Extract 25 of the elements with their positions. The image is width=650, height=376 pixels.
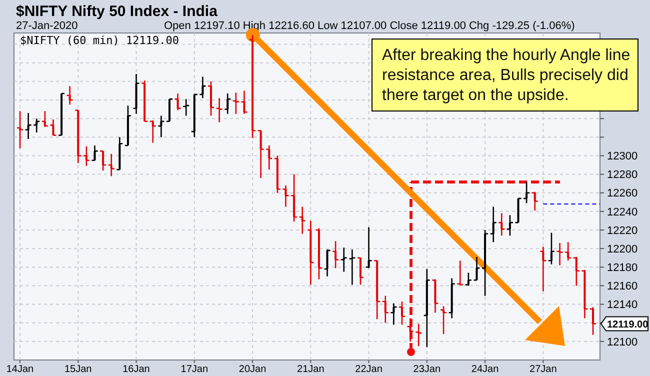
y-tick-label: 12100 — [607, 336, 638, 348]
y-tick-label: 12240 — [607, 206, 638, 218]
x-tick-label: 15Jan — [64, 364, 92, 375]
y-tick-label: 12260 — [607, 188, 638, 200]
y-tick-label: 12180 — [607, 262, 638, 274]
annotation: $NIFTY (60 min) 12119.00 — [20, 34, 179, 47]
x-tick-label: 14Jan — [6, 364, 34, 375]
annotation: After breaking the hourly Angle line resistance area, Bulls precisely did there target on the upside. — [382, 47, 630, 104]
x-tick-label: 21Jan — [297, 364, 324, 375]
text: 12119.00 — [607, 319, 649, 330]
x-tick-label: 27Jan — [530, 364, 557, 375]
y-tick-label: 12160 — [607, 280, 638, 293]
x-tick-label: 20Jan — [238, 364, 266, 375]
y-tick-label: 12220 — [607, 224, 638, 237]
y-tick-label: 12300 — [607, 150, 638, 163]
x-tick-label: 22Jan — [355, 364, 382, 375]
chart-title: $NIFTY Nifty 50 Index - India — [16, 3, 218, 20]
chart-subtitle: 27-Jan-2020 — [16, 20, 78, 32]
y-tick-label: 12200 — [607, 243, 638, 256]
y-tick-label: 12280 — [607, 169, 638, 182]
x-tick-label: 17Jan — [180, 364, 208, 375]
x-tick-label: 23Jan — [413, 364, 441, 375]
y-tick-label: 12140 — [607, 299, 638, 312]
x-tick-label: 16Jan — [122, 364, 150, 375]
x-tick-label: 24Jan — [471, 364, 499, 375]
